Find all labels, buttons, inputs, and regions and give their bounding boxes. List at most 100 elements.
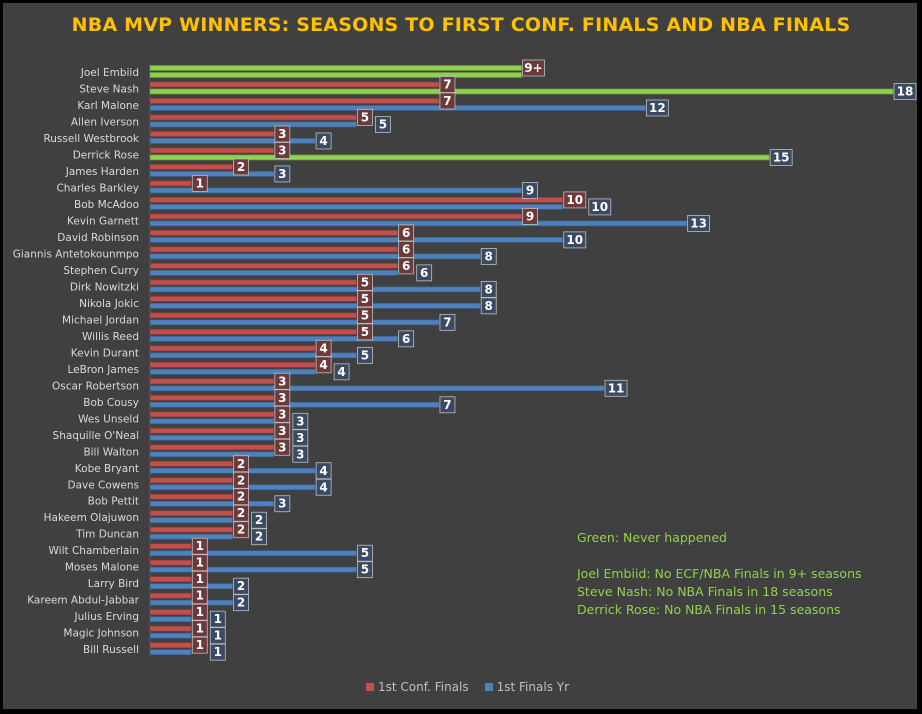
data-label: 3 [278, 167, 286, 181]
category-label: Oscar Robertson [52, 380, 139, 392]
data-label-box [356, 346, 373, 364]
category-label: Kevin Garnett [67, 215, 139, 227]
bar-conf [149, 477, 233, 484]
bar-conf [149, 642, 192, 649]
bar-finals [149, 237, 564, 243]
data-label: 8 [485, 282, 493, 296]
annotation-rose: Derrick Rose: No NBA Finals in 15 season… [577, 602, 841, 617]
data-label-box [292, 412, 309, 430]
data-label-box [480, 247, 497, 265]
bar-conf [149, 543, 192, 550]
bar-conf [149, 444, 275, 451]
data-label: 1 [214, 629, 222, 643]
category-label: Nikola Jokic [79, 298, 139, 310]
data-label: 2 [237, 506, 245, 520]
bar-finals [149, 204, 564, 210]
chart-title: NBA MVP WINNERS: SEASONS TO FIRST CONF. … [71, 14, 851, 36]
category-label: Allen Iverson [71, 116, 139, 128]
bar-finals [149, 154, 770, 161]
data-label-box [233, 158, 249, 176]
category-label: Bob McAdoo [74, 199, 139, 211]
data-label-box [439, 313, 456, 331]
category-label: Joel Embiid [80, 67, 139, 79]
data-label-box [274, 495, 291, 513]
bar-finals [149, 335, 399, 342]
bar-conf [149, 427, 275, 434]
bar-conf [149, 312, 357, 319]
data-label-box [398, 240, 415, 258]
data-label-box [191, 636, 208, 654]
category-label: LeBron James [67, 364, 139, 376]
data-label: 2 [237, 490, 245, 504]
bar-conf [149, 493, 233, 500]
data-label: 3 [278, 497, 286, 511]
data-label-box [356, 544, 373, 562]
category-label: Steve Nash [79, 83, 139, 95]
data-label: 4 [319, 464, 327, 478]
data-label: 1 [196, 638, 204, 652]
data-label-box [191, 554, 208, 572]
legend-swatch-finals [484, 683, 493, 691]
data-label-box [315, 356, 332, 374]
data-label: 3 [278, 424, 286, 438]
data-label-box [233, 577, 249, 595]
data-label-box [251, 528, 267, 546]
data-label-box [274, 125, 291, 143]
bar-conf [149, 559, 192, 566]
category-label: Tim Duncan [75, 529, 139, 541]
legend-label-conf: 1st Conf. Finals [378, 680, 469, 694]
data-label: 2 [237, 596, 245, 610]
bar-finals [149, 187, 522, 194]
legend: 1st Conf. Finals 1st Finals Yr [366, 680, 569, 694]
bar-conf [149, 625, 192, 632]
category-label: Kevin Durant [71, 347, 139, 359]
data-label: 6 [402, 226, 410, 240]
data-label-box [233, 488, 249, 506]
data-label-box [191, 175, 208, 192]
data-label: 2 [237, 579, 245, 593]
bar-conf [149, 328, 357, 335]
bar-conf [149, 114, 357, 121]
data-label-box [315, 132, 332, 150]
bar-conf [149, 296, 357, 302]
data-label-box [233, 594, 249, 612]
data-label-box [563, 231, 587, 249]
data-label-box [233, 521, 249, 539]
bar-finals [149, 533, 233, 540]
bar-finals [149, 88, 894, 95]
data-label: 5 [361, 275, 369, 289]
bar-finals [149, 467, 316, 474]
data-label-box [315, 462, 332, 480]
bar-conf [149, 81, 440, 88]
data-label: 1 [196, 539, 204, 553]
data-label: 3 [278, 391, 286, 405]
category-label: Larry Bird [88, 578, 139, 590]
data-label-box [522, 208, 538, 225]
data-label: 18 [897, 84, 914, 98]
data-label: 1 [196, 605, 204, 619]
data-label-box [209, 643, 226, 661]
data-label-box [191, 620, 208, 638]
category-label: Bill Walton [83, 446, 139, 458]
data-label: 4 [319, 480, 327, 494]
data-label: 2 [237, 473, 245, 487]
bar-conf [149, 460, 233, 467]
data-label: 5 [361, 563, 369, 577]
data-label-box [315, 478, 332, 496]
data-label-box [439, 92, 456, 110]
data-label: 5 [361, 308, 369, 322]
data-label: 6 [402, 242, 410, 256]
data-label: 3 [278, 143, 286, 157]
data-label-box [191, 570, 208, 588]
data-label-box [439, 396, 456, 414]
data-label-box [191, 537, 208, 555]
category-label: Kareem Abdul-Jabbar [27, 595, 139, 607]
data-label: 2 [237, 523, 245, 537]
data-label: 3 [296, 414, 304, 428]
data-label: 12 [649, 101, 666, 115]
bar-finals [149, 550, 357, 557]
data-label: 5 [361, 348, 369, 362]
data-label: 4 [337, 365, 345, 379]
data-label: 2 [255, 530, 263, 544]
category-label: Bob Cousy [83, 397, 139, 409]
